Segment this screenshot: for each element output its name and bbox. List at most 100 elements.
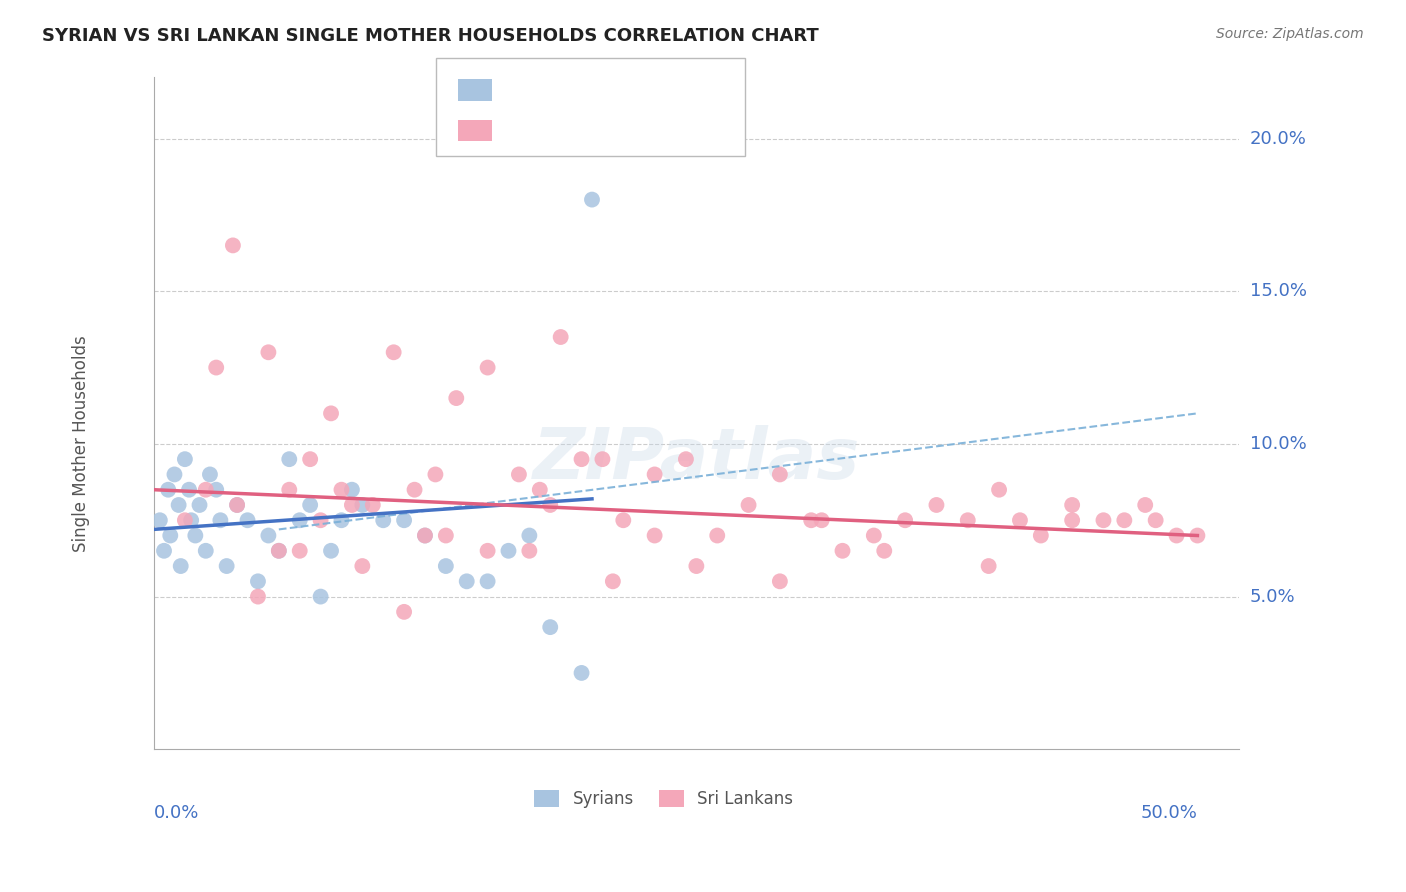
Point [340,498,363,512]
Point [498,543,520,558]
Text: Source: ZipAtlas.com: Source: ZipAtlas.com [1216,27,1364,41]
Text: 5.0%: 5.0% [1250,588,1295,606]
Point [319,543,342,558]
Point [413,528,436,542]
Point [352,498,374,512]
Point [246,574,269,589]
Text: 20.0%: 20.0% [1250,129,1306,147]
Point [644,528,666,542]
Text: 15.0%: 15.0% [1250,282,1306,301]
Legend: Syrians, Sri Lankans: Syrians, Sri Lankans [527,783,800,815]
Text: 41: 41 [661,80,683,98]
Text: SYRIAN VS SRI LANKAN SINGLE MOTHER HOUSEHOLDS CORRELATION CHART: SYRIAN VS SRI LANKAN SINGLE MOTHER HOUSE… [42,27,818,45]
Point [769,467,792,482]
Point [309,513,332,527]
Point [456,574,478,589]
Point [581,193,603,207]
Point [1114,513,1136,527]
Point [209,513,232,527]
Point [602,574,624,589]
Point [382,345,405,359]
Point [769,574,792,589]
Point [174,452,197,467]
Point [508,467,530,482]
Point [215,559,238,574]
Text: 50.0%: 50.0% [1140,805,1198,822]
Point [157,483,180,497]
Point [1092,513,1115,527]
Point [352,559,374,574]
Text: 0.0%: 0.0% [153,805,200,822]
Point [299,452,322,467]
Text: 63: 63 [661,120,683,138]
Text: N =: N = [605,120,652,138]
Point [1029,528,1052,542]
Point [571,665,593,680]
Point [1187,528,1209,542]
Point [1008,513,1031,527]
Point [319,406,342,420]
Point [550,330,572,344]
Point [425,467,447,482]
Point [519,543,541,558]
Point [373,513,395,527]
Point [188,498,211,512]
Point [392,513,415,527]
Point [404,483,426,497]
Point [446,391,468,405]
Point [977,559,1000,574]
Point [988,483,1011,497]
Point [644,467,666,482]
Point [278,483,301,497]
Point [267,543,290,558]
Point [1062,498,1084,512]
Point [267,543,290,558]
Point [330,483,353,497]
Point [685,559,707,574]
Point [167,498,190,512]
Point [184,528,207,542]
Point [205,483,228,497]
Point [288,513,311,527]
Point [571,452,593,467]
Point [257,528,280,542]
Point [226,498,249,512]
Point [278,452,301,467]
Point [706,528,728,542]
Point [257,345,280,359]
Text: ZIPatlas: ZIPatlas [533,425,860,493]
Point [153,543,176,558]
Text: N =: N = [605,80,652,98]
Point [170,559,193,574]
Point [810,513,832,527]
Point [538,498,561,512]
Point [894,513,917,527]
Point [434,528,457,542]
Point [361,498,384,512]
Point [299,498,322,512]
Point [925,498,948,512]
Point [246,590,269,604]
Point [519,528,541,542]
Point [180,513,202,527]
Point [198,467,221,482]
Point [591,452,613,467]
Point [1166,528,1188,542]
Text: -0.087: -0.087 [537,120,596,138]
Point [434,559,457,574]
Point [174,513,197,527]
Point [1062,513,1084,527]
Point [340,483,363,497]
Point [330,513,353,527]
Point [477,543,499,558]
Point [413,528,436,542]
Point [194,483,217,497]
Point [529,483,551,497]
Point [149,513,172,527]
Point [831,543,853,558]
Point [309,590,332,604]
Point [1135,498,1157,512]
Point [873,543,896,558]
Text: R =: R = [499,120,536,138]
Point [675,452,697,467]
